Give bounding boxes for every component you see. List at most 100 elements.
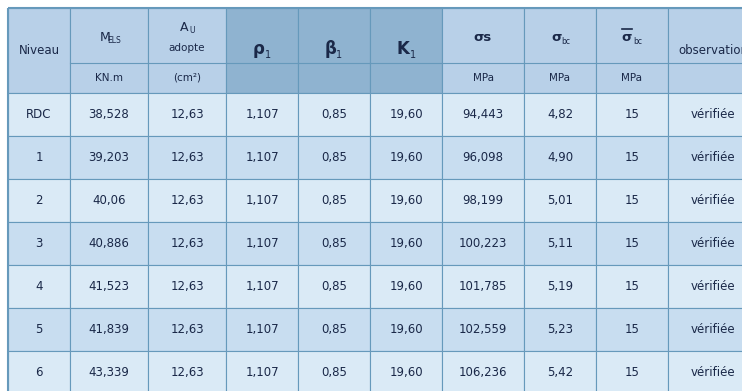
Bar [370, 265, 442, 308]
Bar [442, 93, 524, 136]
Text: 12,63: 12,63 [170, 366, 204, 379]
Bar [596, 179, 668, 222]
Text: MPa: MPa [550, 73, 571, 83]
Text: 12,63: 12,63 [170, 237, 204, 250]
Text: ELS: ELS [107, 36, 121, 45]
Bar [226, 8, 298, 93]
Text: 5,23: 5,23 [547, 323, 573, 336]
Bar [8, 179, 70, 222]
Bar [298, 308, 370, 351]
Bar [70, 8, 148, 93]
Bar [298, 222, 370, 265]
Text: 0,85: 0,85 [321, 151, 347, 164]
Text: σ: σ [622, 31, 632, 44]
Text: bc: bc [562, 37, 571, 46]
Text: 15: 15 [625, 237, 640, 250]
Text: vérifiée: vérifiée [691, 366, 735, 379]
Text: σ: σ [552, 31, 562, 44]
Bar [524, 8, 596, 93]
Text: 96,098: 96,098 [462, 151, 504, 164]
Text: vérifiée: vérifiée [691, 280, 735, 293]
Text: 40,06: 40,06 [92, 194, 125, 207]
Text: 5,19: 5,19 [547, 280, 573, 293]
Bar [442, 136, 524, 179]
Bar [524, 308, 596, 351]
Text: 1: 1 [410, 50, 416, 61]
Bar [668, 136, 742, 179]
Text: 3: 3 [36, 237, 43, 250]
Text: 0,85: 0,85 [321, 194, 347, 207]
Bar [226, 136, 298, 179]
Bar [8, 265, 70, 308]
Bar [70, 93, 148, 136]
Text: 4: 4 [36, 280, 43, 293]
Text: KN.m: KN.m [95, 73, 123, 83]
Text: 2: 2 [36, 194, 43, 207]
Text: 1,107: 1,107 [245, 366, 279, 379]
Bar [442, 222, 524, 265]
Text: 4,82: 4,82 [547, 108, 573, 121]
Bar [148, 8, 226, 93]
Bar [298, 265, 370, 308]
Bar [148, 265, 226, 308]
Bar [148, 351, 226, 391]
Bar [370, 351, 442, 391]
Bar [524, 265, 596, 308]
Text: 5,42: 5,42 [547, 366, 573, 379]
Bar [226, 222, 298, 265]
Text: 5,11: 5,11 [547, 237, 573, 250]
Text: 19,60: 19,60 [390, 366, 423, 379]
Bar [226, 93, 298, 136]
Text: MPa: MPa [473, 73, 493, 83]
Text: 19,60: 19,60 [390, 108, 423, 121]
Bar [442, 265, 524, 308]
Bar [148, 222, 226, 265]
Bar [524, 351, 596, 391]
Text: 1,107: 1,107 [245, 108, 279, 121]
Bar [524, 136, 596, 179]
Bar [148, 136, 226, 179]
Bar [70, 265, 148, 308]
Text: 15: 15 [625, 366, 640, 379]
Text: 0,85: 0,85 [321, 108, 347, 121]
Bar [524, 222, 596, 265]
Bar [668, 351, 742, 391]
Text: 98,199: 98,199 [462, 194, 504, 207]
Text: 15: 15 [625, 280, 640, 293]
Text: 38,528: 38,528 [88, 108, 129, 121]
Bar [668, 222, 742, 265]
Bar [370, 179, 442, 222]
Bar [668, 8, 742, 93]
Bar [70, 308, 148, 351]
Text: 41,523: 41,523 [88, 280, 130, 293]
Bar [70, 222, 148, 265]
Text: 19,60: 19,60 [390, 194, 423, 207]
Text: 43,339: 43,339 [88, 366, 129, 379]
Bar [8, 8, 70, 93]
Bar [8, 222, 70, 265]
Bar [226, 351, 298, 391]
Bar [370, 136, 442, 179]
Bar [70, 179, 148, 222]
Bar [70, 136, 148, 179]
Bar [370, 222, 442, 265]
Bar [226, 179, 298, 222]
Text: 6: 6 [36, 366, 43, 379]
Bar [298, 351, 370, 391]
Text: Niveau: Niveau [19, 44, 59, 57]
Text: 102,559: 102,559 [459, 323, 508, 336]
Bar [442, 351, 524, 391]
Bar [370, 93, 442, 136]
Text: 101,785: 101,785 [459, 280, 508, 293]
Bar [370, 8, 442, 93]
Bar [596, 136, 668, 179]
Bar [596, 8, 668, 93]
Text: 1: 1 [36, 151, 43, 164]
Bar [524, 93, 596, 136]
Text: 0,85: 0,85 [321, 280, 347, 293]
Text: 12,63: 12,63 [170, 280, 204, 293]
Text: observation: observation [678, 44, 742, 57]
Bar [8, 136, 70, 179]
Bar [226, 265, 298, 308]
Text: 12,63: 12,63 [170, 194, 204, 207]
